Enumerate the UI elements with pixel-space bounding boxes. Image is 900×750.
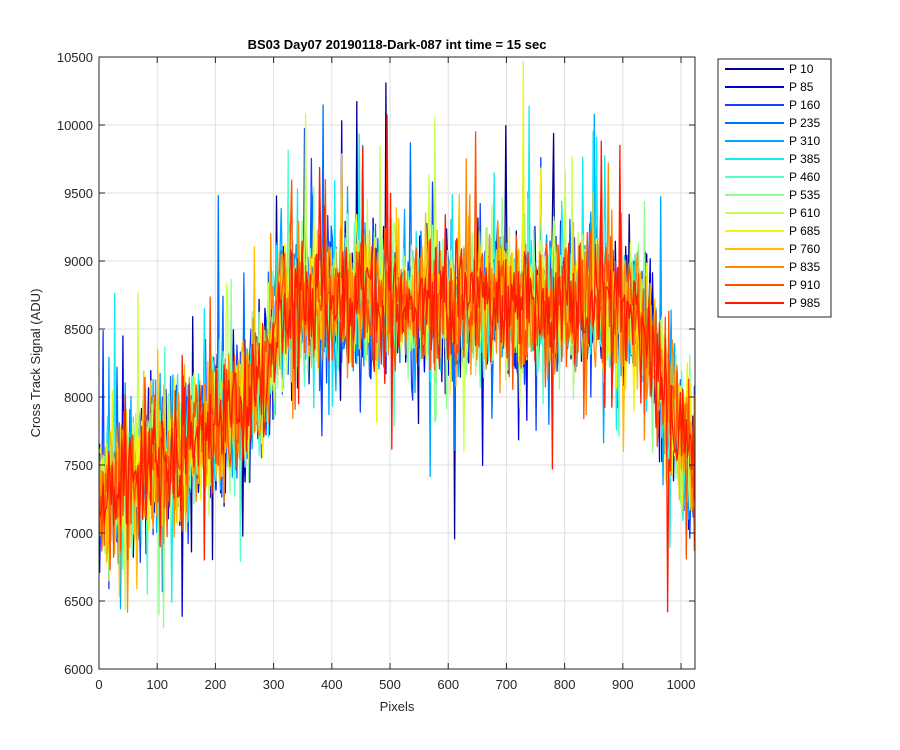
y-tick-label: 6500 <box>64 594 93 609</box>
legend-label: P 85 <box>789 80 814 94</box>
legend-label: P 685 <box>789 224 820 238</box>
legend-label: P 610 <box>789 206 820 220</box>
x-tick-label: 400 <box>321 677 343 692</box>
series-line-p985 <box>99 114 695 613</box>
y-tick-label: 9500 <box>64 186 93 201</box>
x-axis-label: Pixels <box>380 699 415 714</box>
legend-label: P 835 <box>789 260 820 274</box>
legend-label: P 910 <box>789 278 820 292</box>
legend-label: P 310 <box>789 134 820 148</box>
x-tick-label: 1000 <box>667 677 696 692</box>
y-tick-label: 10000 <box>57 118 93 133</box>
tick-labels: 0 100 200 300 400 500 600 700 800 900 1000 6000 6500… <box>57 50 696 692</box>
legend-label: P 460 <box>789 170 820 184</box>
legend-label: P 385 <box>789 152 820 166</box>
x-tick-label: 900 <box>612 677 634 692</box>
plot-lines <box>99 60 695 629</box>
x-tick-label: 100 <box>146 677 168 692</box>
x-tick-label: 500 <box>379 677 401 692</box>
y-axis-label: Cross Track Signal (ADU) <box>28 289 43 438</box>
x-tick-label: 800 <box>554 677 576 692</box>
legend-label: P 235 <box>789 116 820 130</box>
axes-box <box>98 56 696 670</box>
y-tick-label: 8000 <box>64 390 93 405</box>
x-tick-label: 700 <box>496 677 518 692</box>
chart-title: BS03 Day07 20190118-Dark-087 int time = … <box>248 37 547 52</box>
legend: P 10 P 85 P 160 P 235 P 310 P 385 P 460 P 535 P … <box>717 58 832 318</box>
y-tick-label: 9000 <box>64 254 93 269</box>
y-tick-label: 7500 <box>64 458 93 473</box>
legend-label: P 760 <box>789 242 820 256</box>
legend-box <box>717 58 832 318</box>
y-tick-label: 7000 <box>64 526 93 541</box>
axes <box>98 56 696 670</box>
x-tick-label: 300 <box>263 677 285 692</box>
x-tick-label: 200 <box>205 677 227 692</box>
legend-label: P 985 <box>789 296 820 310</box>
legend-label: P 160 <box>789 98 820 112</box>
y-tick-label: 8500 <box>64 322 93 337</box>
x-tick-label: 0 <box>95 677 102 692</box>
legend-label: P 10 <box>789 62 814 76</box>
legend-label: P 535 <box>789 188 820 202</box>
y-tick-label: 10500 <box>57 50 93 65</box>
x-tick-label: 600 <box>437 677 459 692</box>
y-tick-label: 6000 <box>64 662 93 677</box>
